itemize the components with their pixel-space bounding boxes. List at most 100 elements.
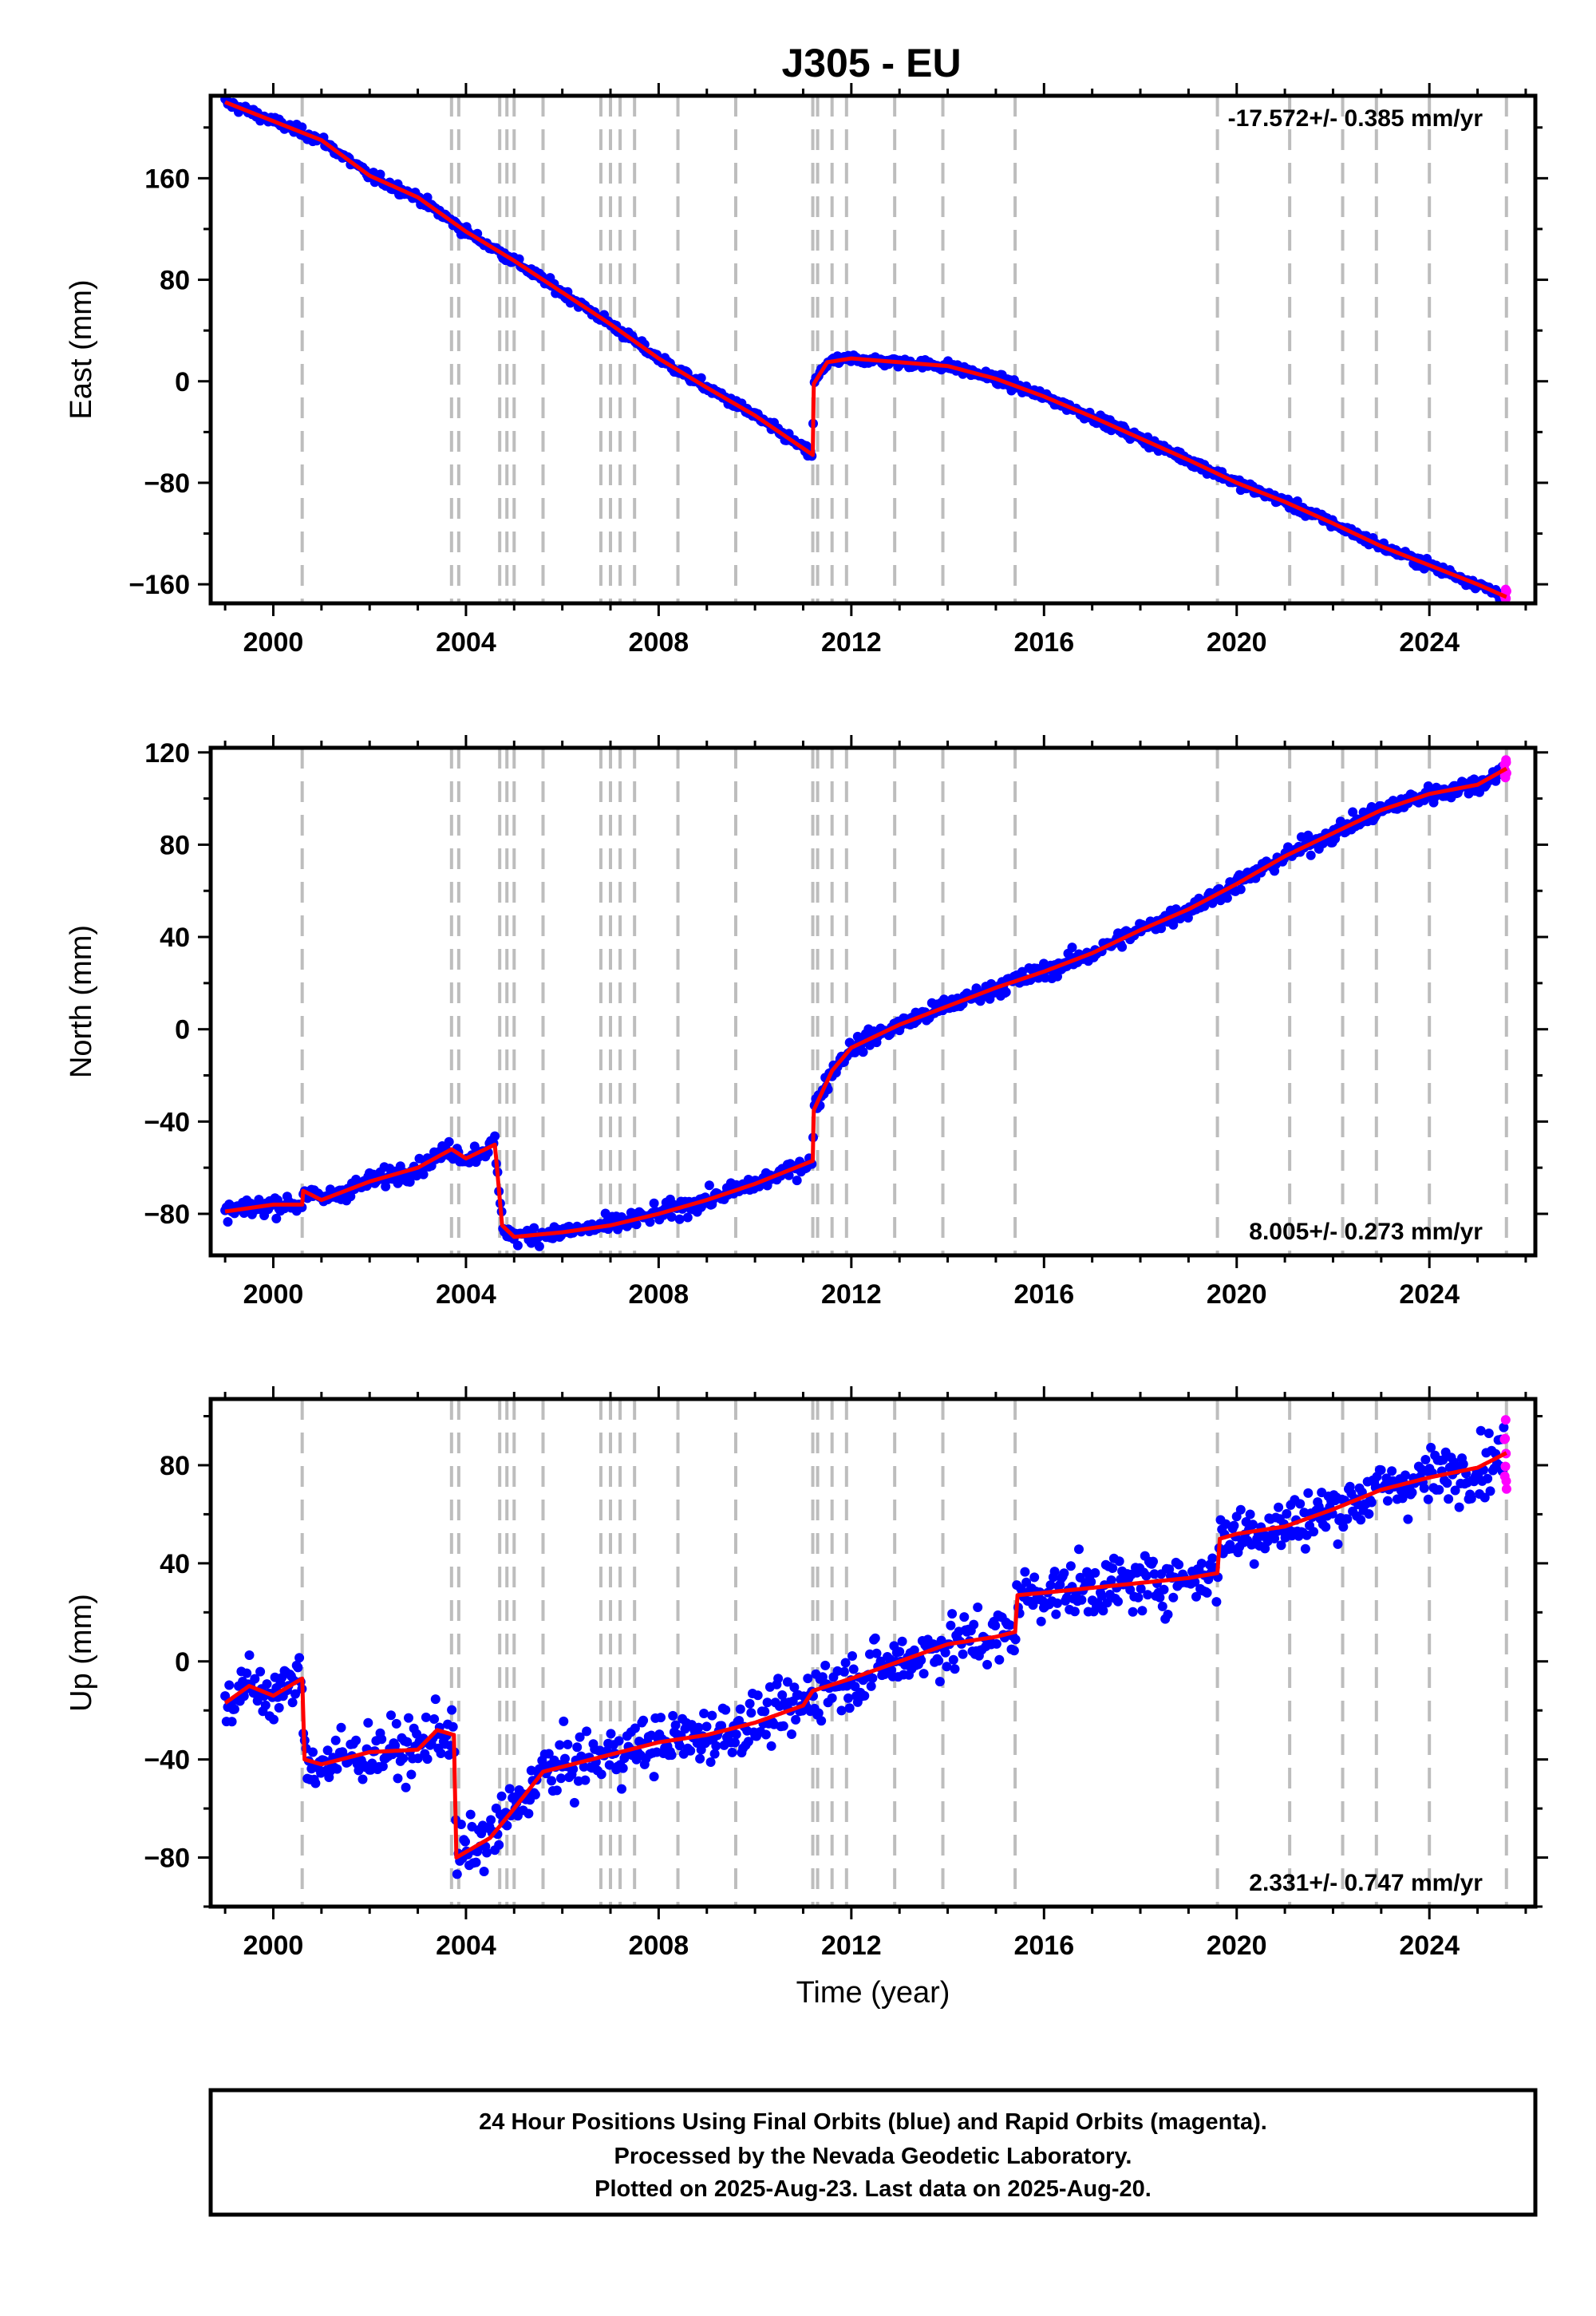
position-point bbox=[1485, 1486, 1495, 1496]
position-point bbox=[1086, 1577, 1096, 1587]
position-point bbox=[1114, 1556, 1124, 1567]
position-point bbox=[836, 1705, 847, 1716]
position-point bbox=[666, 1750, 677, 1761]
x-tick-label: 2008 bbox=[629, 627, 689, 658]
position-point bbox=[1245, 1509, 1255, 1520]
y-tick-label: 120 bbox=[144, 738, 190, 769]
position-point bbox=[294, 1653, 305, 1663]
position-point bbox=[227, 1717, 237, 1727]
position-point bbox=[529, 1223, 539, 1233]
x-tick-label: 2024 bbox=[1399, 1931, 1460, 1961]
position-point bbox=[1444, 1494, 1454, 1504]
position-point bbox=[402, 1737, 413, 1747]
x-tick-label: 2016 bbox=[1013, 1931, 1074, 1961]
position-point bbox=[870, 1633, 880, 1643]
x-tick-label: 2016 bbox=[1013, 1279, 1074, 1310]
position-point bbox=[711, 1741, 721, 1751]
position-point bbox=[504, 1784, 515, 1794]
position-point bbox=[735, 1704, 745, 1714]
position-point bbox=[618, 1763, 628, 1773]
position-point bbox=[452, 1869, 462, 1879]
x-tick-label: 2024 bbox=[1399, 627, 1460, 658]
panel-east: 2000 2004 2008 2012 2016 2020 2024 −160 −80 0 80 16… bbox=[65, 83, 1548, 658]
position-point bbox=[386, 1710, 396, 1721]
position-point bbox=[991, 1638, 1001, 1649]
position-point bbox=[746, 1708, 757, 1718]
position-point bbox=[551, 1785, 562, 1796]
position-point bbox=[1029, 1572, 1040, 1583]
position-point bbox=[1407, 1488, 1417, 1498]
y-axis-label: North (mm) bbox=[65, 925, 98, 1078]
position-point bbox=[1434, 1484, 1444, 1495]
position-point bbox=[1442, 1478, 1452, 1488]
y-tick-label: 0 bbox=[175, 367, 190, 397]
position-point bbox=[444, 1136, 454, 1147]
position-point bbox=[404, 1713, 413, 1723]
position-point bbox=[1366, 1497, 1377, 1508]
position-point bbox=[844, 1703, 855, 1713]
position-point bbox=[1069, 1607, 1080, 1617]
position-point bbox=[582, 1726, 592, 1737]
position-point bbox=[421, 1712, 431, 1722]
position-point bbox=[422, 1754, 433, 1765]
position-point bbox=[377, 1734, 387, 1745]
position-point bbox=[745, 1698, 755, 1709]
position-point bbox=[940, 1647, 950, 1658]
y-axis-label: Up (mm) bbox=[65, 1594, 98, 1712]
position-point bbox=[827, 1693, 837, 1703]
position-point bbox=[1383, 1496, 1393, 1506]
y-tick-label: −40 bbox=[144, 1745, 190, 1776]
position-point bbox=[816, 1716, 827, 1726]
y-tick-label: −160 bbox=[128, 570, 190, 600]
position-point bbox=[617, 1784, 626, 1794]
position-point bbox=[530, 1789, 540, 1800]
x-tick-label: 2020 bbox=[1207, 1279, 1267, 1310]
position-point bbox=[1143, 1590, 1153, 1600]
position-point bbox=[1211, 1597, 1222, 1607]
position-point bbox=[580, 1775, 591, 1785]
position-point bbox=[897, 1636, 907, 1646]
position-point bbox=[1168, 1592, 1179, 1603]
position-point bbox=[308, 1747, 318, 1757]
position-point bbox=[1137, 1606, 1148, 1616]
position-point bbox=[287, 1697, 298, 1708]
x-tick-label: 2000 bbox=[243, 627, 304, 658]
panels: 2000 2004 2008 2012 2016 2020 2024 −160 −80 0 80 16… bbox=[65, 83, 1548, 2010]
position-point bbox=[293, 1662, 303, 1673]
position-point bbox=[1001, 987, 1011, 998]
position-point bbox=[405, 1177, 415, 1187]
x-tick-label: 2016 bbox=[1013, 627, 1074, 658]
position-point bbox=[1403, 1514, 1413, 1524]
position-point bbox=[274, 1702, 284, 1713]
position-point bbox=[753, 1690, 763, 1701]
position-point bbox=[465, 1809, 476, 1820]
y-tick-label: −80 bbox=[144, 1199, 190, 1230]
position-point bbox=[1420, 1455, 1431, 1464]
position-point bbox=[1235, 884, 1246, 895]
position-point bbox=[596, 1769, 606, 1780]
y-tick-label: 80 bbox=[160, 1451, 190, 1481]
position-point bbox=[401, 1782, 411, 1792]
y-tick-label: 80 bbox=[160, 830, 190, 860]
rapid-position-point bbox=[1500, 1461, 1511, 1472]
position-point bbox=[727, 1747, 737, 1757]
position-point bbox=[731, 1729, 741, 1740]
position-point bbox=[479, 1867, 489, 1876]
position-point bbox=[310, 1778, 321, 1788]
position-point bbox=[1274, 1502, 1284, 1512]
position-point bbox=[496, 1791, 507, 1801]
position-point bbox=[1366, 802, 1377, 812]
position-point bbox=[456, 1820, 466, 1829]
position-point bbox=[1157, 1601, 1167, 1611]
velocity-annotation: 2.331+/- 0.747 mm/yr bbox=[1249, 1870, 1483, 1896]
y-tick-label: 160 bbox=[144, 164, 190, 194]
x-tick-label: 2012 bbox=[821, 1931, 882, 1961]
x-tick-label: 2008 bbox=[629, 1279, 689, 1310]
plot-area bbox=[220, 748, 1511, 1255]
position-point bbox=[363, 1717, 373, 1728]
position-point bbox=[705, 1757, 716, 1767]
position-point bbox=[486, 1815, 496, 1825]
position-point bbox=[1207, 1553, 1218, 1563]
caption-line-3: Plotted on 2025-Aug-23. Last data on 202… bbox=[595, 2176, 1152, 2202]
position-point bbox=[707, 1710, 717, 1721]
